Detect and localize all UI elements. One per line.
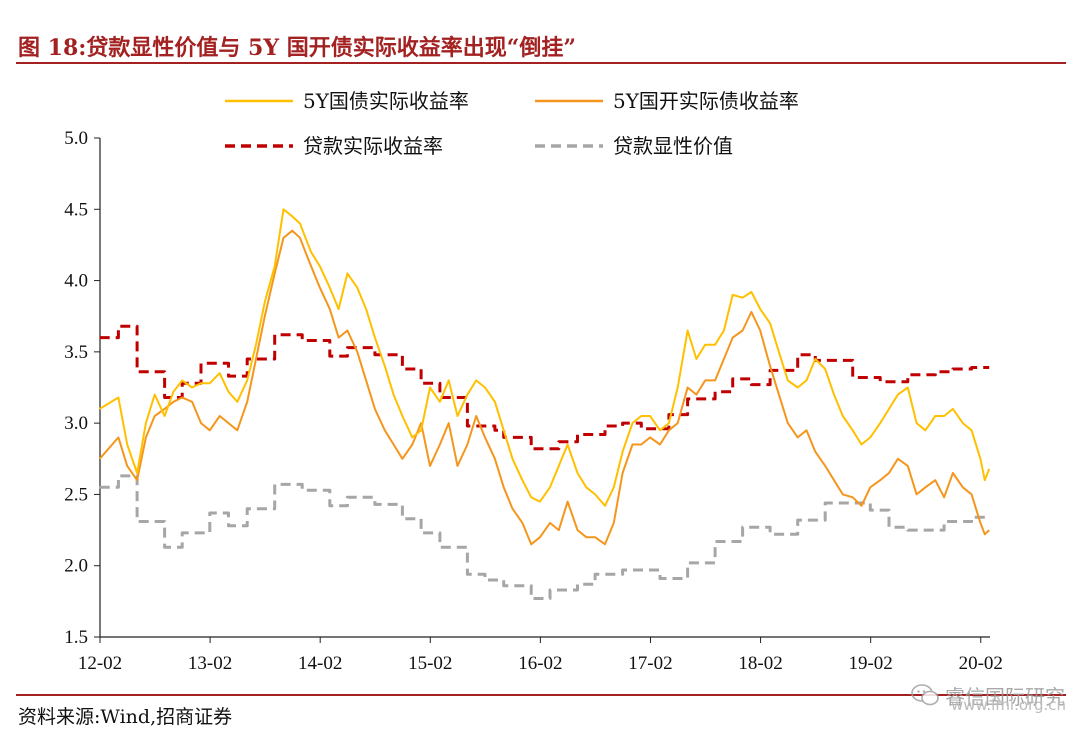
x-tick-label: 14-02 — [298, 653, 342, 674]
y-tick-label: 5.0 — [64, 128, 88, 149]
y-tick-label: 1.5 — [64, 627, 88, 648]
y-tick-label: 4.5 — [64, 199, 88, 220]
wechat-icon — [911, 684, 939, 706]
x-tick-label: 12-02 — [78, 653, 122, 674]
x-tick-label: 16-02 — [518, 653, 562, 674]
series-layer — [98, 208, 991, 600]
y-tick-label: 3.5 — [64, 342, 88, 363]
chart-title: 图 18:贷款显性价值与 5Y 国开债实际收益率出现“倒挂” — [18, 35, 577, 61]
watermark-text: 睿信国际研究 — [944, 684, 1065, 709]
x-tick-label: 13-02 — [188, 653, 232, 674]
series-line-4 — [99, 474, 990, 600]
y-tick-label: 4.0 — [64, 271, 88, 292]
x-tick-label: 15-02 — [408, 653, 452, 674]
y-tick-label: 2.0 — [64, 556, 88, 577]
watermark: 睿信国际研究 www.imi.org.cn — [911, 676, 1066, 714]
legend-label-3: 贷款实际收益率 — [303, 134, 443, 158]
y-tick-label: 3.0 — [64, 413, 88, 434]
x-tick-label: 17-02 — [628, 653, 672, 674]
x-tick-label: 18-02 — [738, 653, 782, 674]
series-line-1 — [99, 208, 991, 507]
watermark-url: www.imi.org.cn — [950, 696, 1066, 714]
top-rule — [16, 62, 1066, 64]
x-tick-label: 20-02 — [959, 653, 1003, 674]
legend-label-4: 贷款显性价值 — [613, 134, 733, 158]
series-line-2 — [98, 229, 990, 546]
bottom-rule — [16, 694, 1066, 696]
x-tick-label: 19-02 — [848, 653, 892, 674]
axes: 1.5 2.0 2.5 3.0 3.5 4.0 4.5 5.0 12-02 13-02 14-02 1… — [64, 128, 1003, 674]
legend-label-1: 5Y国债实际收益率 — [303, 89, 469, 113]
y-tick-label: 2.5 — [64, 484, 88, 505]
legend-label-2: 5Y国开实际债收益率 — [613, 89, 799, 113]
source-note: 资料来源:Wind,招商证券 — [18, 706, 233, 728]
series-line-3 — [99, 324, 990, 451]
